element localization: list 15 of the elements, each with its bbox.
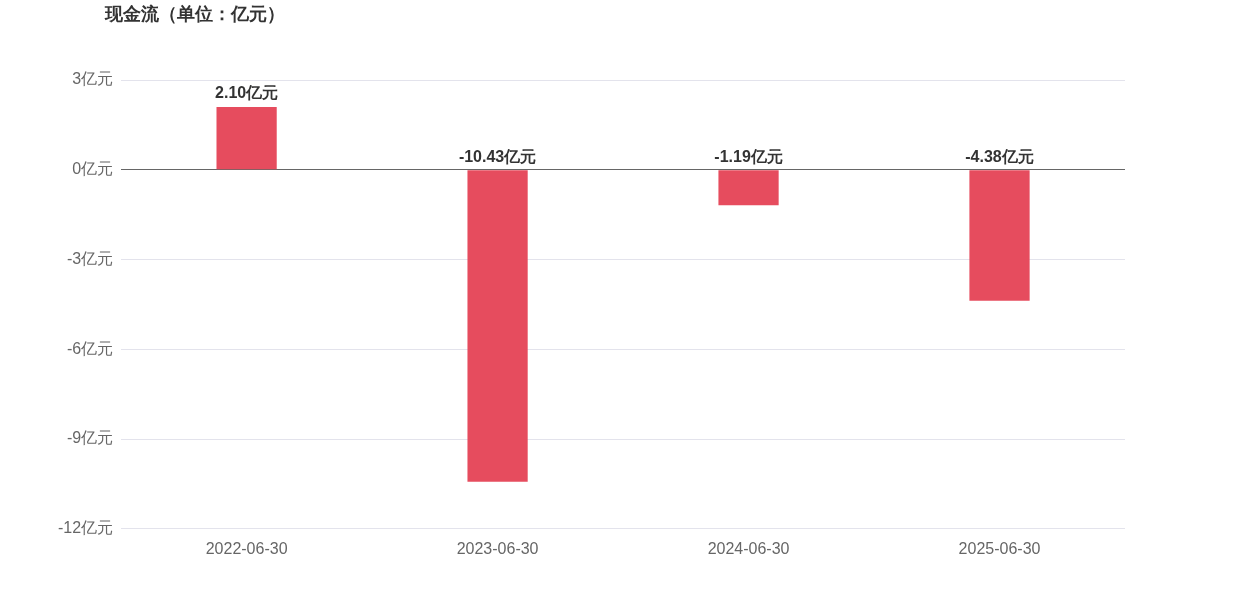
data-label: -10.43亿元 (458, 147, 537, 165)
data-label: 2.10亿元 (215, 84, 279, 102)
data-label: -4.38亿元 (965, 147, 1034, 165)
y-tick-label: -12亿元 (58, 519, 114, 537)
data-label: -1.19亿元 (714, 147, 783, 165)
chart-title: 现金流（单位：亿元） (105, 3, 285, 26)
y-tick-label: -9亿元 (66, 429, 114, 447)
y-tick-label: 3亿元 (72, 70, 114, 88)
y-tick-label: -3亿元 (66, 249, 114, 267)
x-tick-label: 2025-06-30 (958, 539, 1041, 557)
y-tick-label: 0亿元 (72, 160, 114, 178)
y-tick-label: -6亿元 (66, 339, 114, 357)
x-tick-label: 2023-06-30 (456, 539, 539, 557)
x-tick-label: 2022-06-30 (205, 539, 288, 557)
x-tick-label: 2024-06-30 (707, 539, 790, 557)
